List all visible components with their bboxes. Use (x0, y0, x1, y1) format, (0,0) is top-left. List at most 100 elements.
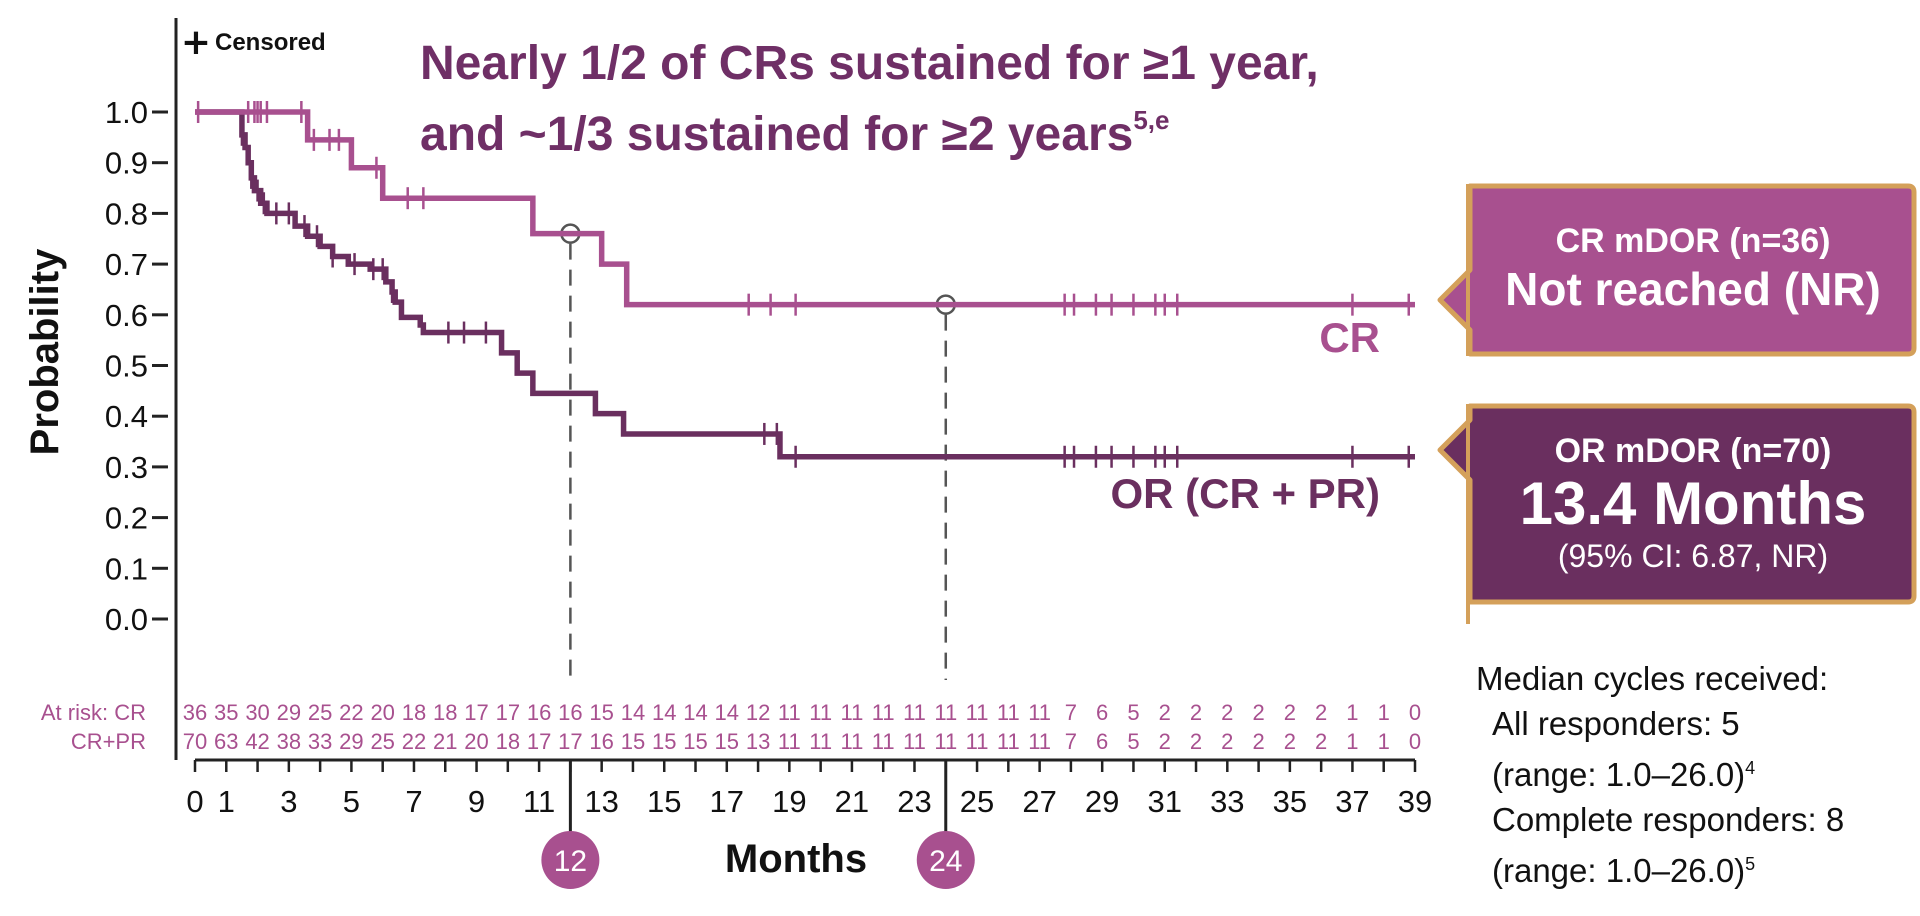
median-cycles-notes: Median cycles received: All responders: … (1476, 656, 1916, 893)
y-tick-label: 0.5 (105, 349, 148, 384)
at-risk-cr-value: 11 (841, 700, 864, 725)
at-risk-cr-value: 20 (370, 700, 394, 725)
at-risk-crpr-value: 17 (558, 729, 582, 754)
x-axis: 0 1 3 5 7 9 11 13 15 17 19 21 23 25 27 29 31 33 35 37 39 (186, 758, 1432, 819)
y-tick-label: 0.0 (105, 602, 148, 637)
x-tick-label: 39 (1398, 784, 1432, 819)
at-risk-cr-value: 6 (1096, 700, 1108, 725)
x-tick-label: 15 (647, 784, 681, 819)
at-risk-crpr-value: 11 (872, 729, 895, 754)
at-risk-cr-value: 2 (1159, 700, 1171, 725)
at-risk-cr-value: 17 (496, 700, 520, 725)
at-risk-crpr-value: 70 (183, 729, 207, 754)
at-risk-cr-label: At risk: CR (41, 700, 146, 725)
at-risk-crpr-value: 15 (715, 729, 739, 754)
complete-range-text: (range: 1.0–26.0) (1492, 852, 1746, 889)
at-risk-cr-value: 16 (527, 700, 551, 725)
series-layer (195, 101, 1415, 468)
at-risk-cr-value: 11 (903, 700, 926, 725)
x-tick-label: 11 (523, 784, 555, 819)
x-tick-label: 19 (772, 784, 806, 819)
landmark-badge-label: 24 (929, 845, 962, 878)
headline-line2-text: and ~1/3 sustained for ≥2 years (420, 108, 1134, 161)
at-risk-crpr-value: 63 (214, 729, 238, 754)
at-risk-crpr-value: 13 (746, 729, 770, 754)
at-risk-crpr-value: 21 (433, 729, 457, 754)
at-risk-cr-value: 11 (809, 700, 832, 725)
at-risk-crpr-value: 1 (1346, 729, 1358, 754)
y-tick-label: 0.2 (105, 501, 148, 536)
at-risk-crpr-value: 11 (934, 729, 957, 754)
at-risk-cr-value: 1 (1378, 700, 1390, 725)
at-risk-crpr-value: 20 (464, 729, 488, 754)
at-risk-crpr-value: 29 (339, 729, 363, 754)
at-risk-cr-value: 22 (339, 700, 363, 725)
all-range-footnote: 4 (1745, 758, 1756, 778)
y-tick-label: 0.1 (105, 551, 148, 586)
at-risk-cr-value: 14 (652, 700, 676, 725)
x-tick-label: 9 (468, 784, 485, 819)
at-risk-cr-value: 17 (464, 700, 488, 725)
at-risk-cr-value: 5 (1127, 700, 1139, 725)
all-responders: All responders: 5 (1492, 705, 1740, 742)
at-risk-cr-value: 29 (277, 700, 301, 725)
x-tick-label: 1 (218, 784, 235, 819)
at-risk-cr-value: 36 (183, 700, 207, 725)
x-tick-label: 17 (710, 784, 744, 819)
callout-cr-title: CR mDOR (n=36) (1555, 222, 1831, 260)
x-tick-label: 23 (897, 784, 931, 819)
x-axis-title: Months (725, 837, 867, 881)
x-tick-label: 27 (1022, 784, 1056, 819)
complete-responders-range: (range: 1.0–26.0)5 (1476, 842, 1916, 893)
y-tick-label: 0.8 (105, 196, 148, 231)
y-tick-label: 0.9 (105, 146, 148, 181)
at-risk-crpr-label: CR+PR (71, 729, 146, 754)
at-risk-crpr-value: 0 (1409, 729, 1421, 754)
all-responders-range: (range: 1.0–26.0)4 (1476, 746, 1916, 797)
at-risk-cr-value: 14 (683, 700, 707, 725)
x-tick-label: 29 (1085, 784, 1119, 819)
y-tick-label: 0.7 (105, 247, 148, 282)
landmark-layer: 12 24 (541, 223, 975, 889)
at-risk-crpr-value: 25 (370, 729, 394, 754)
y-tick-label: 0.3 (105, 450, 148, 485)
at-risk-cr-value: 11 (997, 700, 1020, 725)
at-risk-crpr-value: 11 (1028, 729, 1051, 754)
at-risk-cr-value: 7 (1065, 700, 1077, 725)
at-risk-cr-value: 2 (1315, 700, 1327, 725)
at-risk-crpr-value: 11 (778, 729, 801, 754)
complete-range-footnote: 5 (1745, 854, 1756, 874)
at-risk-cr-value: 2 (1190, 700, 1202, 725)
at-risk-cr-value: 2 (1252, 700, 1264, 725)
callout-or-ci: (95% CI: 6.87, NR) (1557, 538, 1829, 574)
at-risk-crpr-value: 38 (277, 729, 301, 754)
at-risk-crpr-value: 5 (1127, 729, 1139, 754)
series-label-or: OR (CR + PR) (1110, 470, 1380, 517)
x-tick-label: 0 (186, 784, 203, 819)
at-risk-cr-value: 11 (966, 700, 989, 725)
at-risk-crpr-value: 16 (589, 729, 613, 754)
at-risk-crpr-value: 2 (1190, 729, 1202, 754)
y-axis-title: Probability (23, 248, 67, 455)
at-risk-crpr-value: 42 (245, 729, 269, 754)
at-risk-cr-value: 16 (558, 700, 582, 725)
x-tick-label: 7 (405, 784, 422, 819)
at-risk-crpr-value: 6 (1096, 729, 1108, 754)
callout-or-box (1437, 403, 1917, 624)
x-tick-label: 35 (1273, 784, 1307, 819)
at-risk-crpr-value: 7 (1065, 729, 1077, 754)
at-risk-cr-value: 35 (214, 700, 238, 725)
at-risk-crpr-value: 11 (903, 729, 926, 754)
censor-symbol-icon: + (181, 22, 211, 63)
at-risk-crpr-value: 22 (402, 729, 426, 754)
x-tick-label: 21 (835, 784, 869, 819)
at-risk-crpr-value: 11 (966, 729, 989, 754)
at-risk-cr-value: 0 (1409, 700, 1421, 725)
series-line-or (195, 109, 1415, 460)
y-tick-label: 1.0 (105, 95, 148, 130)
headline-line1: Nearly 1/2 of CRs sustained for ≥1 year, (420, 37, 1319, 90)
landmark-badge (916, 831, 975, 889)
at-risk-crpr-value: 17 (527, 729, 551, 754)
at-risk-cr-value: 2 (1221, 700, 1233, 725)
